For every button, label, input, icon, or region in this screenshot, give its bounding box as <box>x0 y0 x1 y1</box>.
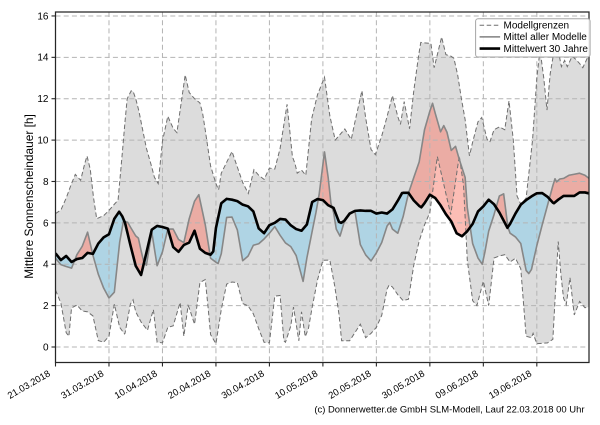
svg-text:Mittel aller Modelle: Mittel aller Modelle <box>504 32 588 43</box>
svg-text:Modellgrenzen: Modellgrenzen <box>504 20 570 31</box>
svg-text:8: 8 <box>43 177 49 188</box>
svg-text:0: 0 <box>43 342 49 353</box>
svg-text:6: 6 <box>43 218 49 229</box>
svg-text:10: 10 <box>37 136 49 147</box>
svg-text:12: 12 <box>37 94 49 105</box>
svg-text:4: 4 <box>43 260 49 271</box>
svg-text:14: 14 <box>37 53 49 64</box>
svg-text:Mittelwert 30 Jahre: Mittelwert 30 Jahre <box>504 44 589 55</box>
svg-text:2: 2 <box>43 301 49 312</box>
svg-text:Mittlere Sonnenscheindauer [h]: Mittlere Sonnenscheindauer [h] <box>22 114 36 279</box>
svg-text:(c) Donnerwetter.de GmbH SLM-M: (c) Donnerwetter.de GmbH SLM-Modell, Lau… <box>314 405 584 416</box>
svg-text:16: 16 <box>37 11 49 22</box>
